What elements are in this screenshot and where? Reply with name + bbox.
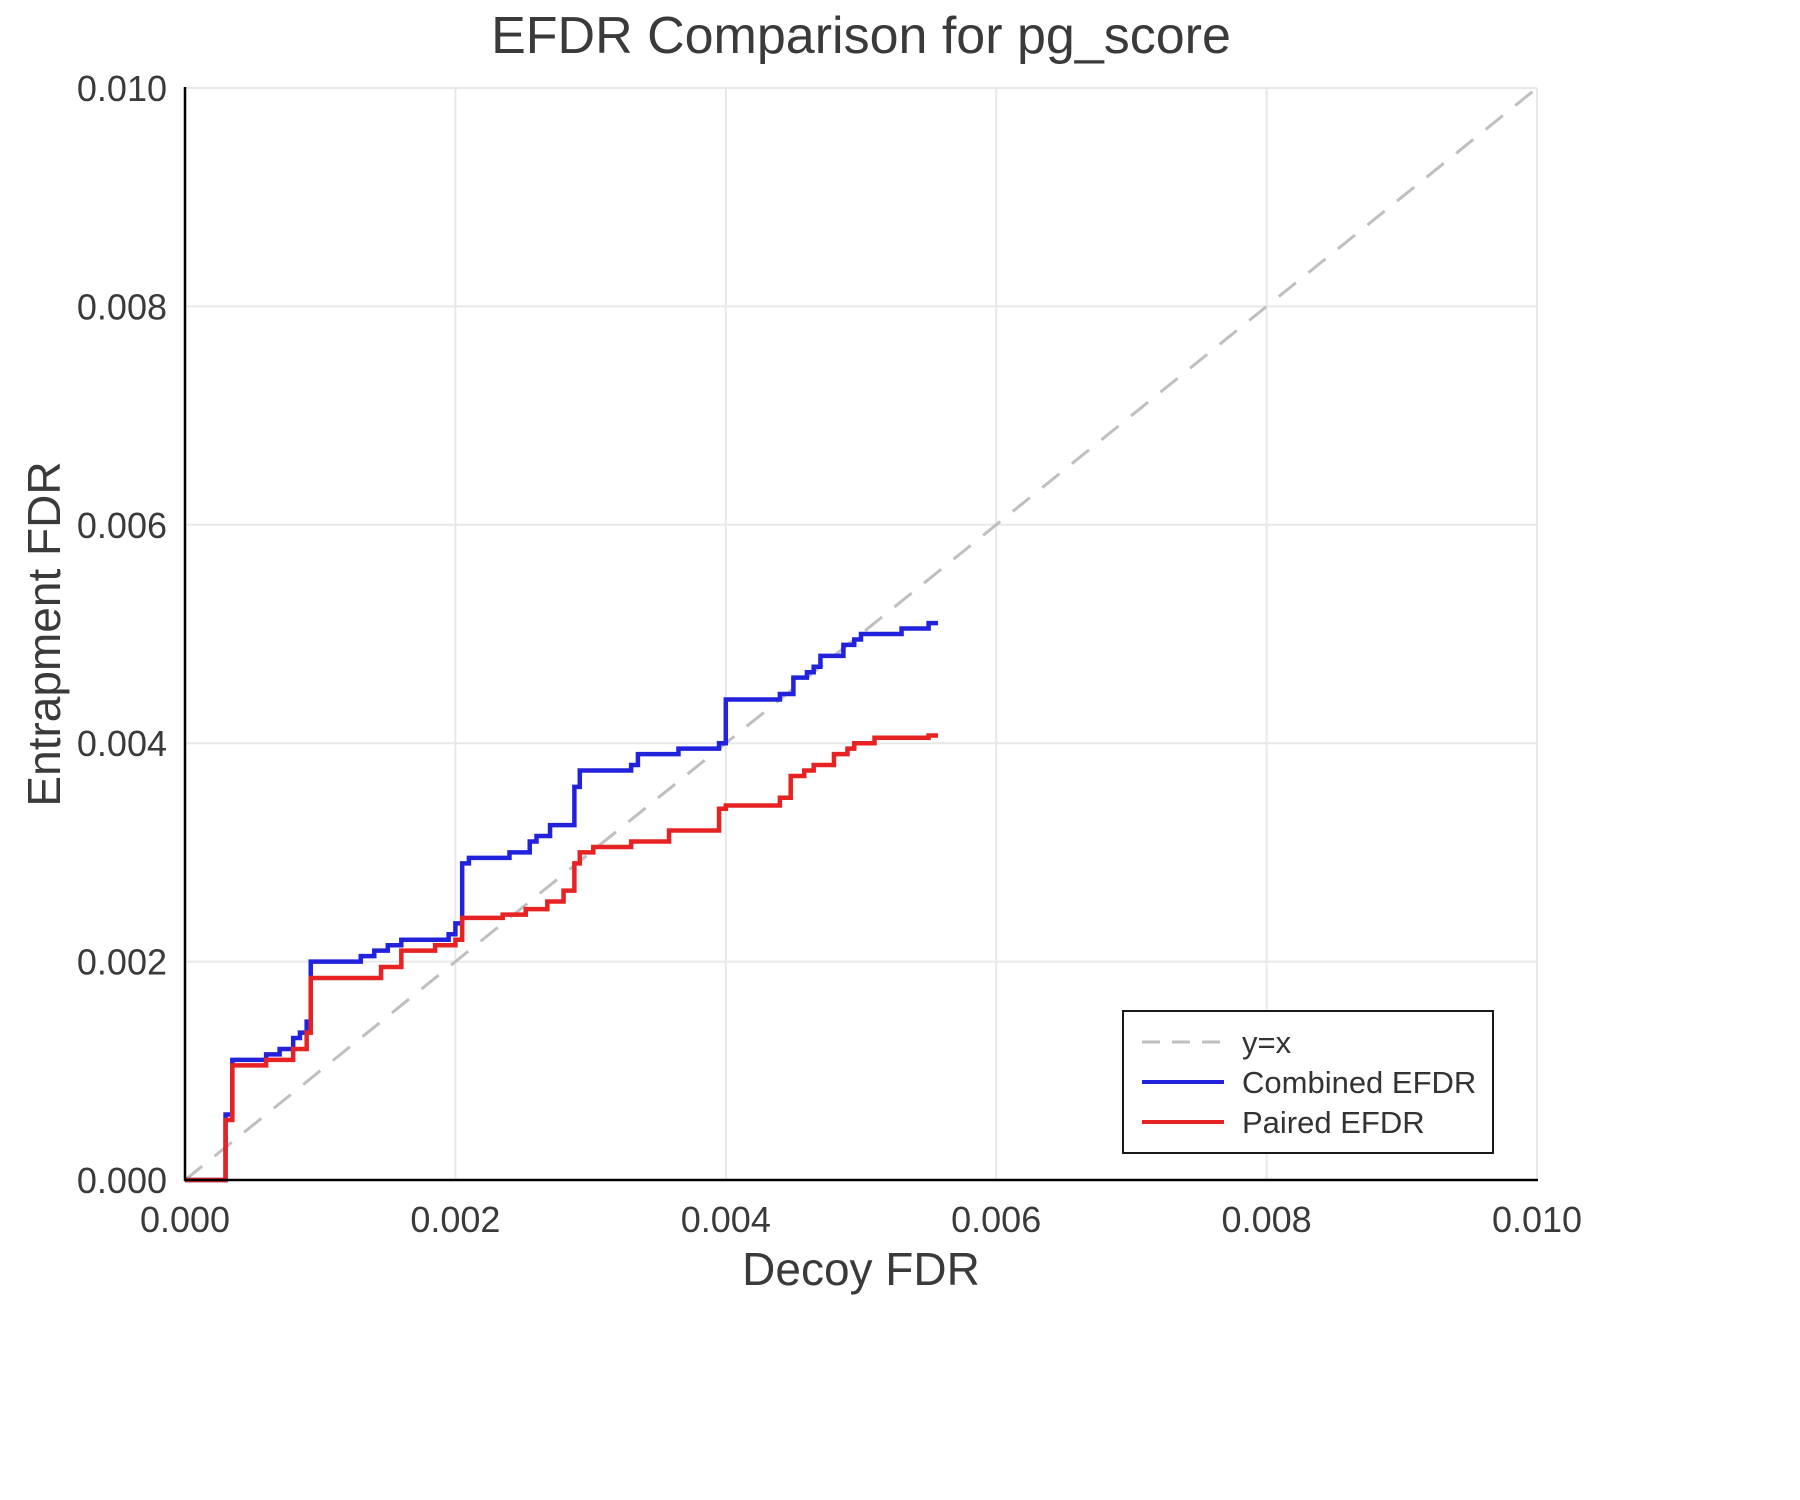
legend-item-y-equals-x: y=x xyxy=(1140,1024,1476,1060)
red-line-swatch-icon xyxy=(1140,1117,1226,1127)
series-combined-efdr xyxy=(185,620,939,1183)
y-tick-label: 0.002 xyxy=(77,942,167,983)
legend-label-paired-efdr: Paired EFDR xyxy=(1242,1104,1425,1140)
chart-title: EFDR Comparison for pg_score xyxy=(491,7,1231,65)
y-axis-label: Entrapment FDR xyxy=(18,461,70,807)
y-tick-label: 0.000 xyxy=(77,1160,167,1201)
y-tick-label: 0.004 xyxy=(77,723,167,764)
legend-item-paired-efdr: Paired EFDR xyxy=(1140,1104,1476,1140)
blue-line-swatch-icon xyxy=(1140,1077,1226,1087)
legend-item-combined-efdr: Combined EFDR xyxy=(1140,1064,1476,1100)
x-tick-label: 0.008 xyxy=(1222,1199,1312,1240)
x-tick-label: 0.000 xyxy=(140,1199,230,1240)
x-tick-label: 0.002 xyxy=(410,1199,500,1240)
x-tick-label: 0.004 xyxy=(681,1199,771,1240)
x-tick-label: 0.006 xyxy=(951,1199,1041,1240)
series-paired-efdr xyxy=(185,733,939,1183)
x-tick-label: 0.010 xyxy=(1492,1199,1582,1240)
y-tick-label: 0.010 xyxy=(77,68,167,109)
legend-label-y-equals-x: y=x xyxy=(1242,1024,1292,1060)
x-axis-label: Decoy FDR xyxy=(742,1243,980,1295)
y-tick-label: 0.008 xyxy=(77,286,167,327)
legend-label-combined-efdr: Combined EFDR xyxy=(1242,1064,1477,1100)
dashed-line-swatch-icon xyxy=(1140,1037,1226,1047)
y-tick-label: 0.006 xyxy=(77,505,167,546)
series-y-x xyxy=(184,86,1538,1182)
legend: y=x Combined EFDR Paired EFDR xyxy=(1122,1010,1494,1154)
